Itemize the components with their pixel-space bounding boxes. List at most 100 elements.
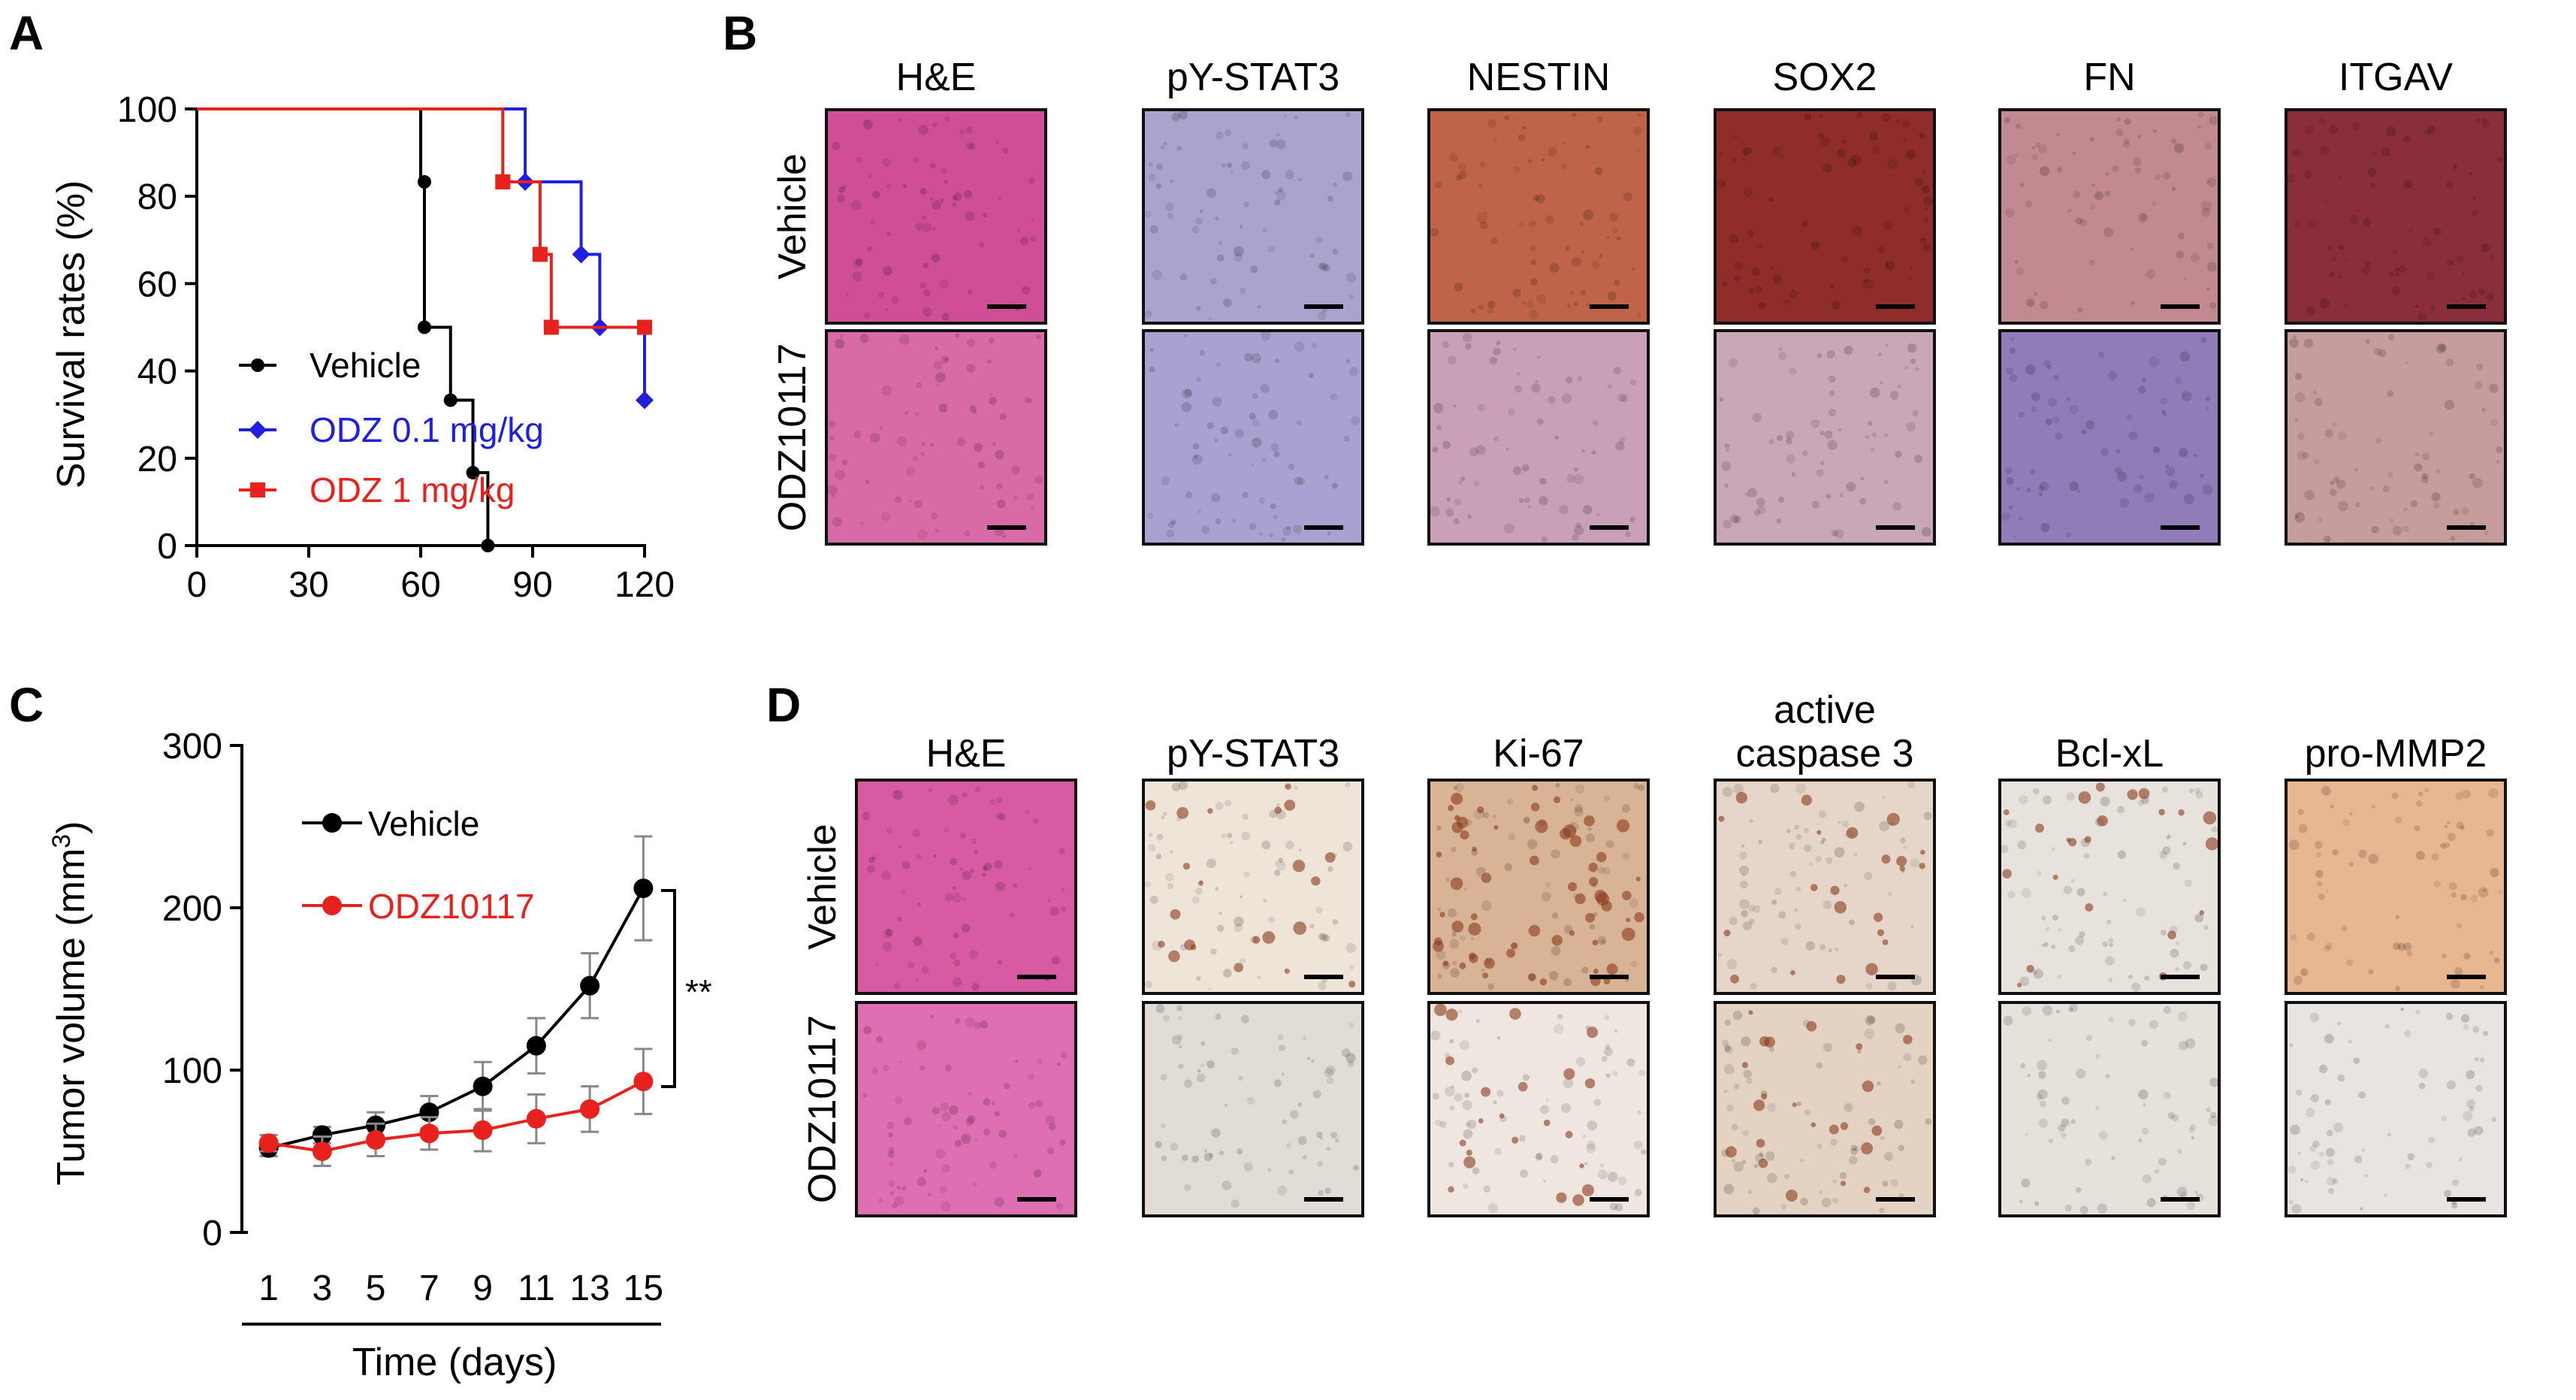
b-texture-dot [2201, 201, 2212, 212]
d-texture-dot [1774, 887, 1782, 896]
d-texture-dot [2460, 825, 2465, 830]
b-image-frame [1142, 329, 1364, 546]
b-texture-dot [2098, 352, 2105, 358]
d-stain-dot [2017, 982, 2022, 987]
d-texture-dot [2048, 1138, 2054, 1144]
d-texture-dot [1823, 900, 1832, 909]
d-stain-dot [1581, 1184, 1594, 1196]
d-stain-dot [1285, 783, 1291, 790]
d-texture-dot [1865, 1015, 1875, 1026]
d-texture-dot [1032, 818, 1039, 824]
d-texture-dot [2066, 792, 2075, 801]
d-texture-dot [1177, 1016, 1182, 1020]
b-texture-dot [2352, 122, 2361, 131]
survival-point [466, 465, 480, 479]
d-column-header: pY-STAT3 [1167, 732, 1339, 776]
d-texture-dot [1741, 1160, 1747, 1165]
d-texture-dot [1804, 844, 1812, 852]
b-texture-dot [855, 258, 863, 266]
b-image-tile [1715, 110, 1934, 323]
b-texture-dot [986, 359, 992, 364]
d-texture-dot [2099, 1131, 2108, 1140]
b-texture-dot [2395, 272, 2399, 277]
b-texture-dot [2469, 521, 2475, 527]
b-texture-dot [995, 140, 1000, 144]
b-texture-dot [1267, 246, 1275, 253]
d-texture-dot [1849, 1156, 1858, 1165]
d-texture-dot [1535, 1154, 1542, 1161]
d-texture-dot [1518, 1135, 1526, 1142]
b-texture-dot [1274, 191, 1279, 195]
survival-point [495, 174, 511, 190]
b-texture-dot [1871, 145, 1880, 154]
d-texture-dot [2478, 887, 2489, 898]
d-texture-dot [1821, 837, 1826, 842]
b-texture-dot [1345, 111, 1351, 118]
d-texture-dot [980, 1020, 989, 1029]
b-texture-dot [1257, 305, 1261, 309]
b-texture-dot [1318, 262, 1325, 270]
b-texture-dot [2469, 473, 2475, 479]
b-texture-dot [1276, 132, 1280, 137]
b-texture-dot [2026, 298, 2035, 307]
d-texture-dot [886, 1121, 895, 1129]
d-texture-dot [2289, 1043, 2294, 1048]
b-texture-dot [2497, 156, 2504, 162]
d-stain-dot [1621, 927, 1635, 942]
d-stain-dot [2138, 788, 2150, 800]
survival-point [443, 393, 458, 407]
b-texture-dot [1215, 216, 1219, 221]
d-texture-dot [2167, 834, 2171, 839]
b-texture-dot [2306, 306, 2316, 316]
b-image-tile [826, 331, 1046, 544]
b-texture-dot [1197, 510, 1201, 514]
b-texture-dot [2026, 488, 2031, 493]
b-texture-dot [2337, 177, 2342, 181]
b-texture-dot [1182, 389, 1192, 399]
b-texture-dot [1191, 454, 1203, 465]
b-texture-dot [1785, 437, 1792, 445]
d-texture-dot [2097, 1203, 2108, 1214]
b-texture-dot [1219, 241, 1223, 245]
b-texture-dot [1493, 347, 1501, 355]
d-texture-dot [2393, 942, 2401, 951]
d-column-header: pro-MMP2 [2305, 732, 2487, 776]
b-texture-dot [2398, 265, 2407, 274]
d-image-frame [1714, 779, 1936, 995]
b-texture-dot [2338, 244, 2345, 251]
b-texture-dot [883, 266, 892, 276]
d-texture-dot [1318, 933, 1325, 940]
b-image-frame [1998, 329, 2221, 546]
d-texture-dot [1494, 1148, 1502, 1156]
d-texture-dot [1604, 1014, 1610, 1021]
b-texture-dot [886, 231, 892, 236]
b-texture-dot [1915, 177, 1924, 186]
b-texture-dot [1244, 352, 1253, 362]
d-texture-dot [1290, 1110, 1299, 1119]
b-texture-dot [1889, 391, 1899, 400]
b-texture-dot [1487, 119, 1497, 129]
b-texture-dot [1242, 491, 1249, 498]
d-texture-dot [1545, 1098, 1550, 1102]
d-stain-dot [2003, 809, 2010, 815]
d-texture-dot [1894, 1120, 1904, 1129]
d-texture-dot [904, 1117, 912, 1126]
b-texture-dot [2469, 290, 2478, 300]
d-texture-dot [1176, 1005, 1183, 1011]
d-texture-dot [2123, 899, 2127, 903]
d-texture-dot [1850, 1144, 1857, 1151]
b-texture-dot [2085, 420, 2095, 430]
d-texture-dot [1155, 1141, 1162, 1148]
b-texture-dot [1877, 352, 1883, 357]
d-texture-dot [2446, 1080, 2457, 1090]
d-texture-dot [882, 942, 892, 952]
tumor-point [526, 1108, 546, 1129]
b-texture-dot [1331, 482, 1338, 489]
d-texture-dot [1452, 960, 1457, 966]
b-column-header: H&E [896, 56, 977, 99]
b-texture-dot [1470, 308, 1475, 314]
b-texture-dot [2130, 247, 2134, 252]
d-texture-dot [1472, 1167, 1480, 1175]
b-texture-dot [2034, 292, 2038, 296]
d-texture-dot [2206, 1107, 2212, 1113]
